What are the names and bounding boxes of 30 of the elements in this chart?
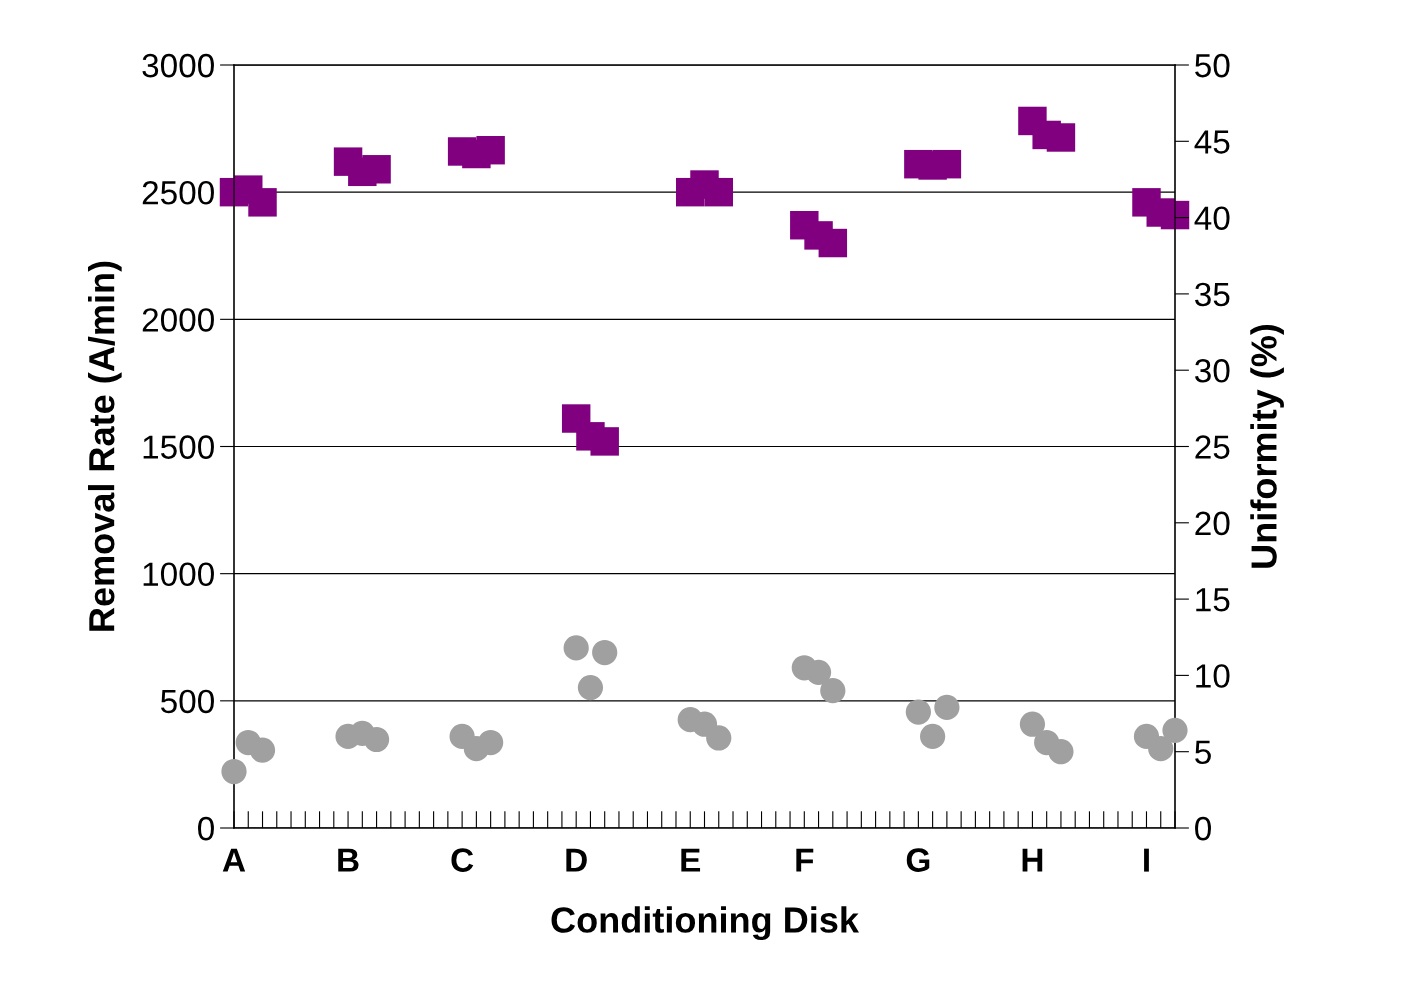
x-tick-label: G	[906, 848, 930, 872]
y2-tick-label: 45	[1194, 130, 1230, 154]
y2-tick-label: 20	[1195, 511, 1230, 536]
y2-tick-label: 35	[1195, 282, 1230, 307]
y-axis-title: Removal Rate (A/min)	[88, 261, 122, 631]
y-tick-label: 1000	[143, 562, 214, 587]
x-tick-label: B	[338, 848, 359, 872]
y-tick-label: 2000	[142, 308, 214, 332]
x-tick-label: E	[681, 848, 701, 872]
y2-tick-label: 25	[1195, 435, 1230, 459]
x-axis-title: Conditioning Disk	[551, 906, 860, 941]
y-tick-label: 0	[198, 816, 214, 841]
y-tick-label: 1500	[143, 435, 214, 459]
y2-tick-label: 10	[1196, 664, 1230, 688]
x-tick-label: A	[222, 848, 246, 872]
y2-tick-label: 15	[1196, 588, 1230, 612]
y2-tick-label: 40	[1194, 206, 1230, 231]
y2-axis-title: Uniformity (%)	[1250, 324, 1284, 568]
y-tick-label: 2500	[142, 180, 214, 205]
x-tick-label: D	[566, 848, 587, 872]
x-tick-label: I	[1144, 848, 1149, 872]
y-tick-label: 3000	[142, 53, 214, 78]
y2-tick-label: 5	[1195, 740, 1211, 765]
y2-tick-label: 30	[1195, 359, 1230, 383]
x-tick-label: C	[451, 848, 474, 872]
x-tick-label: F	[796, 848, 814, 872]
y-tick-label: 500	[160, 689, 214, 714]
y2-tick-label: 50	[1195, 53, 1230, 78]
y2-tick-label: 0	[1195, 816, 1211, 841]
x-tick-label: H	[1022, 848, 1043, 872]
